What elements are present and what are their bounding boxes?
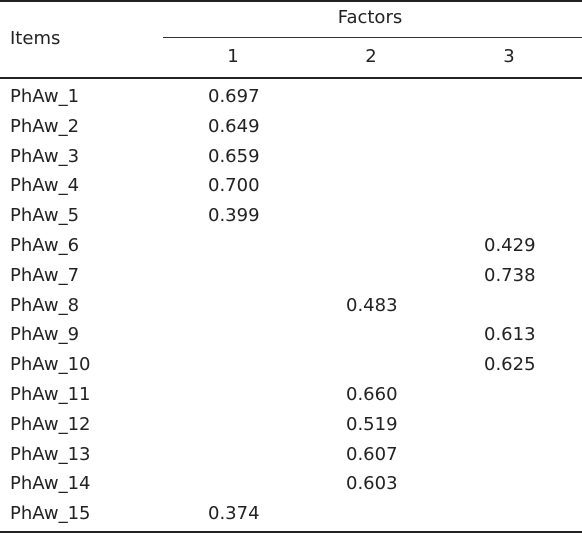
factor-1-cell: 0.649 bbox=[208, 115, 260, 137]
item-cell: PhAw_8 bbox=[10, 294, 80, 316]
table-row: PhAw_6 0.429 bbox=[0, 235, 582, 265]
factor-3-cell: 0.625 bbox=[484, 354, 536, 376]
table-row: PhAw_5 0.399 bbox=[0, 205, 582, 235]
table-row: PhAw_11 0.660 bbox=[0, 384, 582, 414]
factor-1-cell: 0.374 bbox=[208, 503, 260, 525]
item-cell: PhAw_10 bbox=[10, 354, 91, 376]
factor-3-cell: 0.613 bbox=[484, 324, 536, 346]
table-row: PhAw_2 0.649 bbox=[0, 116, 582, 146]
table-row: PhAw_14 0.603 bbox=[0, 473, 582, 503]
factor-2-cell: 0.519 bbox=[346, 413, 398, 435]
item-cell: PhAw_4 bbox=[10, 175, 80, 197]
item-cell: PhAw_5 bbox=[10, 205, 80, 227]
factor-1-cell: 0.659 bbox=[208, 145, 260, 167]
factor-2-cell: 0.660 bbox=[346, 384, 398, 405]
table-row: PhAw_10 0.625 bbox=[0, 354, 582, 384]
factor-2-cell: 0.483 bbox=[346, 294, 398, 316]
factor-column-3: 3 bbox=[503, 46, 515, 67]
factor-1-cell: 0.697 bbox=[208, 86, 260, 107]
table-row: PhAw_13 0.607 bbox=[0, 444, 582, 474]
factor-1-cell: 0.399 bbox=[208, 205, 260, 227]
header-rule bbox=[0, 77, 582, 79]
item-cell: PhAw_1 bbox=[10, 86, 80, 107]
item-cell: PhAw_13 bbox=[10, 443, 91, 465]
table-row: PhAw_15 0.374 bbox=[0, 503, 582, 533]
bottom-rule bbox=[0, 531, 582, 533]
item-cell: PhAw_9 bbox=[10, 324, 80, 346]
factor-2-cell: 0.607 bbox=[346, 443, 398, 465]
table-row: PhAw_9 0.613 bbox=[0, 324, 582, 354]
factor-2-cell: 0.603 bbox=[346, 473, 398, 495]
table-row: PhAw_7 0.738 bbox=[0, 265, 582, 295]
factor-3-cell: 0.738 bbox=[484, 264, 536, 286]
factor-column-2: 2 bbox=[365, 46, 377, 67]
item-cell: PhAw_15 bbox=[10, 503, 91, 525]
item-cell: PhAw_14 bbox=[10, 473, 91, 495]
item-cell: PhAw_7 bbox=[10, 264, 80, 286]
top-rule bbox=[0, 0, 582, 2]
item-cell: PhAw_2 bbox=[10, 115, 80, 137]
item-cell: PhAw_12 bbox=[10, 413, 91, 435]
factor-column-1: 1 bbox=[227, 46, 239, 67]
factors-underline bbox=[163, 37, 582, 38]
table-row: PhAw_3 0.659 bbox=[0, 146, 582, 176]
table-row: PhAw_8 0.483 bbox=[0, 295, 582, 325]
factors-header: Factors bbox=[337, 7, 403, 28]
factor-1-cell: 0.700 bbox=[208, 175, 260, 197]
items-header: Items bbox=[10, 28, 61, 49]
table-row: PhAw_1 0.697 bbox=[0, 86, 582, 116]
item-cell: PhAw_11 bbox=[10, 384, 91, 405]
table-row: PhAw_12 0.519 bbox=[0, 414, 582, 444]
item-cell: PhAw_6 bbox=[10, 235, 80, 256]
factor-3-cell: 0.429 bbox=[484, 235, 536, 256]
table-row: PhAw_4 0.700 bbox=[0, 175, 582, 205]
item-cell: PhAw_3 bbox=[10, 145, 80, 167]
